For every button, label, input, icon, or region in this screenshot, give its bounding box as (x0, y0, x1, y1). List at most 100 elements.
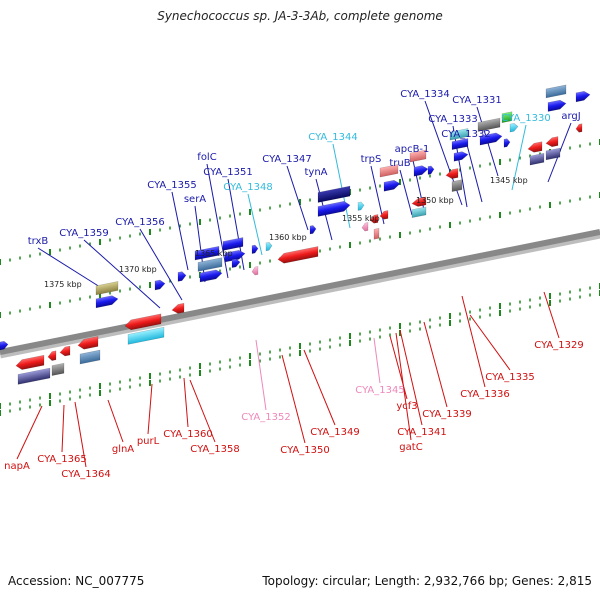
forward-gene-feature (409, 149, 427, 163)
forward-gene-feature (154, 279, 166, 291)
reverse-gene-feature (527, 141, 543, 153)
forward-gene-label: folC (197, 152, 216, 163)
reverse-gene-label: CYA_1352 (241, 412, 290, 423)
forward-gene-feature (575, 91, 591, 103)
forward-gene-feature (477, 117, 501, 132)
leader-line (206, 163, 229, 279)
reverse-gene-feature (77, 336, 99, 350)
leader-line (37, 247, 101, 288)
reverse-gene-feature (445, 168, 459, 179)
leader-line (423, 321, 448, 408)
reverse-gene-feature (451, 179, 463, 192)
forward-gene-feature (197, 257, 223, 272)
forward-gene-label: truB (389, 158, 410, 169)
forward-gene-label: CYA_1356 (115, 217, 164, 228)
leader-line (465, 140, 483, 203)
forward-gene-feature (509, 123, 519, 133)
scale-label: 1370 kbp (119, 265, 157, 274)
reverse-gene-label: CYA_1349 (310, 427, 359, 438)
forward-gene-feature (222, 237, 244, 251)
reverse-gene-feature (277, 246, 319, 264)
reverse-gene-feature (575, 123, 583, 133)
forward-gene-label: CYA_1331 (452, 95, 501, 106)
forward-gene-feature (251, 244, 259, 254)
leader-line (395, 332, 412, 441)
forward-gene-label: trpS (361, 154, 382, 165)
reverse-gene-feature (545, 136, 559, 147)
leader-line (332, 143, 351, 229)
reverse-gene-feature (15, 354, 45, 370)
scale-label: 1345 kbp (490, 176, 528, 185)
forward-gene-feature (0, 340, 9, 351)
leader-line (61, 404, 65, 453)
genome-summary-text: Topology: circular; Length: 2,932,766 bp… (262, 574, 592, 588)
leader-line (189, 379, 216, 443)
accession-text: Accession: NC_007775 (8, 574, 145, 588)
forward-gene-feature (453, 151, 469, 162)
reverse-gene-label: CYA_1341 (397, 427, 446, 438)
reverse-gene-label: CYA_1364 (61, 469, 110, 480)
forward-gene-feature (503, 138, 511, 148)
reverse-gene-feature (51, 362, 65, 376)
forward-gene-feature (194, 245, 220, 261)
forward-gene-feature (317, 185, 351, 203)
forward-gene-label: CYA_1359 (59, 228, 108, 239)
forward-gene-feature (479, 132, 503, 146)
leader-line (399, 329, 423, 426)
scale-label: 1360 kbp (269, 233, 307, 242)
leader-line (461, 295, 486, 388)
scale-label: 1350 kbp (416, 196, 454, 205)
forward-gene-label: CYA_1332 (441, 129, 490, 140)
scale-label: 1375 kbp (44, 280, 82, 289)
leader-line (543, 291, 560, 339)
forward-gene-feature (177, 271, 187, 282)
leader-line (74, 401, 87, 468)
forward-gene-label: CYA_1347 (262, 154, 311, 165)
reverse-gene-label: CYA_1350 (280, 445, 329, 456)
reverse-gene-feature (369, 214, 379, 224)
reverse-gene-label: CYA_1335 (485, 372, 534, 383)
reverse-gene-feature (411, 206, 427, 218)
scale-label: 1365 kbp (195, 249, 233, 258)
leader-line (139, 228, 183, 301)
leader-line (511, 124, 527, 191)
leader-line (469, 314, 511, 371)
forward-gene-feature (451, 138, 469, 150)
genome-backbone (0, 229, 600, 355)
forward-gene-feature (317, 200, 351, 217)
forward-gene-label: CYA_1344 (308, 132, 357, 143)
reverse-gene-feature (251, 266, 259, 276)
reverse-gene-label: CYA_1339 (422, 409, 471, 420)
reverse-gene-label: CYA_1360 (163, 429, 212, 440)
forward-gene-feature (265, 241, 273, 252)
reverse-gene-label: CYA_1345 (355, 385, 404, 396)
forward-gene-feature (379, 164, 399, 178)
forward-gene-feature (199, 269, 223, 283)
reverse-gene-label: glnA (112, 444, 134, 455)
leader-line (255, 339, 267, 411)
forward-gene-label: CYA_1348 (223, 182, 272, 193)
forward-gene-label: CYA_1333 (428, 114, 477, 125)
reverse-gene-label: napA (4, 461, 30, 472)
leader-line (303, 349, 336, 426)
forward-gene-feature (427, 165, 435, 175)
forward-gene-feature (231, 258, 241, 268)
reverse-gene-feature (361, 222, 369, 232)
reverse-gene-feature (529, 152, 545, 166)
forward-gene-feature (95, 281, 119, 296)
forward-gene-feature (413, 165, 429, 177)
forward-gene-label: CYA_1334 (400, 89, 449, 100)
reverse-gene-feature (545, 147, 561, 161)
forward-gene-feature (547, 99, 567, 112)
leader-line (452, 125, 468, 208)
leader-line (107, 399, 124, 443)
forward-gene-feature (309, 225, 317, 235)
leader-line (16, 405, 43, 460)
reverse-gene-label: CYA_1336 (460, 389, 509, 400)
reverse-gene-label: CYA_1365 (37, 454, 86, 465)
reverse-gene-label: CYA_1329 (534, 340, 583, 351)
leader-line (147, 383, 153, 435)
leader-line (281, 354, 306, 444)
reverse-gene-label: purL (137, 436, 160, 447)
